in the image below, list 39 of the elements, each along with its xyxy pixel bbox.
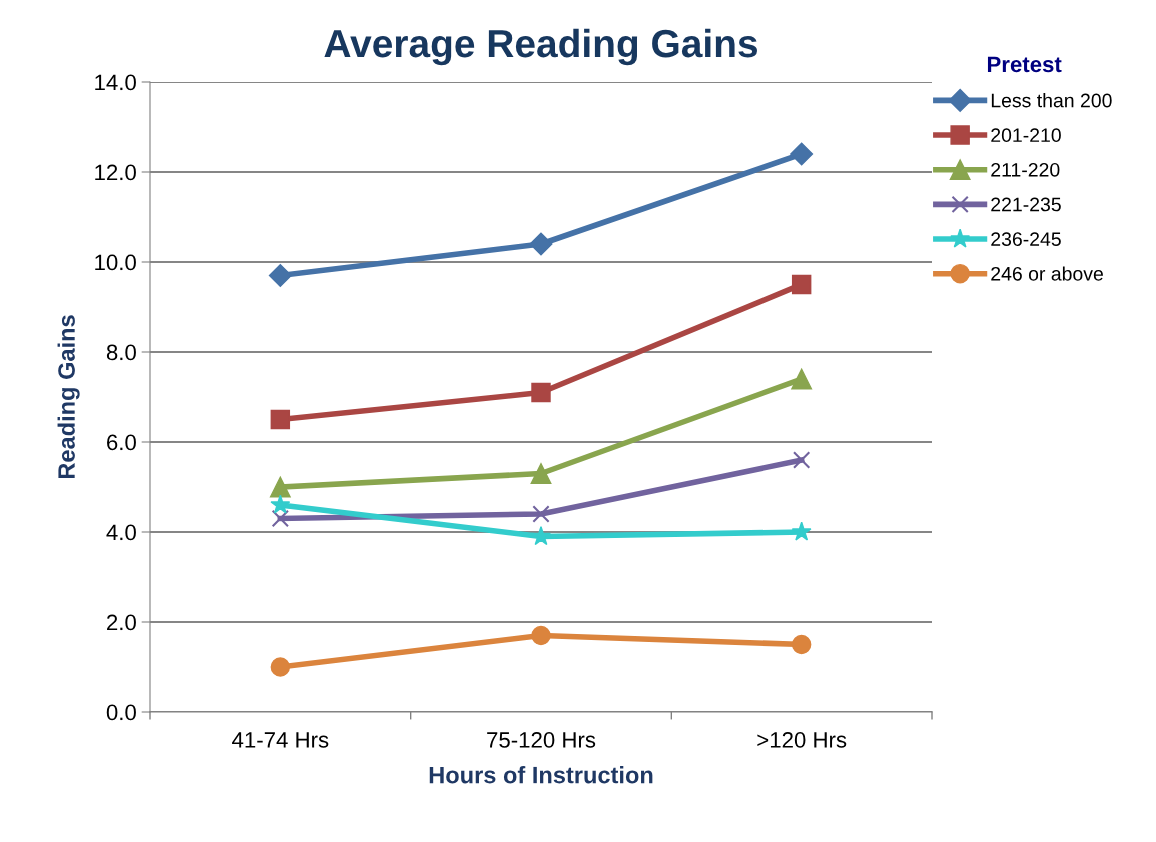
point <box>792 451 811 469</box>
legend-label: 236-245 <box>991 232 1061 247</box>
x-tick-label: >120 Hrs <box>757 732 847 748</box>
y-tick-label: 14.0 <box>95 74 136 91</box>
point <box>531 382 551 403</box>
point <box>271 509 290 528</box>
legend-label: 201-210 <box>991 128 1061 143</box>
y-tick-label: 4.0 <box>106 524 136 541</box>
x-tick-label: 41-74 Hrs <box>232 732 329 748</box>
point <box>270 657 291 677</box>
legend-label: 246 or above <box>991 266 1103 281</box>
y-tick-label: 2.0 <box>107 614 136 631</box>
point <box>791 634 812 655</box>
legend-label: Less than 200 <box>991 93 1112 108</box>
y-axis-title: Reading Gains <box>57 315 80 479</box>
legend-title: Pretest <box>987 56 1062 73</box>
y-tick-label: 6.0 <box>107 434 136 451</box>
point <box>529 232 553 256</box>
point <box>530 463 552 484</box>
point <box>790 142 814 166</box>
y-tick-label: 8.0 <box>106 344 136 361</box>
chart-title: Average Reading Gains <box>324 28 757 66</box>
x-axis-title: Hours of Instruction <box>429 766 653 784</box>
point <box>791 368 813 390</box>
y-tick-label: 10.0 <box>95 254 136 271</box>
legend-label: 221-235 <box>991 197 1061 212</box>
legend-label: 211-220 <box>991 162 1060 177</box>
point <box>791 274 812 295</box>
point <box>532 505 550 523</box>
point <box>531 526 551 546</box>
point <box>531 625 551 646</box>
point <box>791 521 812 541</box>
x-tick-label: 75-120 Hrs <box>487 732 596 748</box>
point <box>268 264 292 287</box>
y-tick-label: 12.0 <box>95 164 136 181</box>
y-tick-label: 0.0 <box>106 704 136 721</box>
point <box>270 494 291 514</box>
point <box>270 409 291 430</box>
point <box>269 476 291 498</box>
